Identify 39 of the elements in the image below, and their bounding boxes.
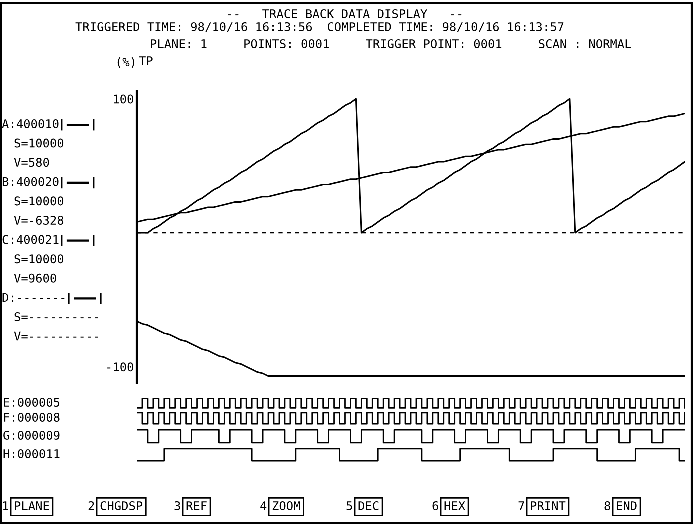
text: END (617, 502, 637, 510)
text: 6 (432, 501, 438, 510)
text: H:000011 (4, 449, 60, 458)
text: ZOOM (272, 501, 300, 510)
text: HEX (444, 502, 466, 510)
text: S=10000 (14, 254, 64, 264)
text: 5 (346, 502, 352, 510)
legend-label: A:400010 (2, 119, 59, 128)
text: REF (186, 502, 207, 510)
text: CHGDSP (100, 501, 143, 510)
text: S=10000 (14, 196, 64, 206)
legend-label: B:400020 (2, 177, 59, 186)
legend-label: C:400021 (2, 235, 59, 244)
text: 4 (260, 502, 267, 510)
legend-label: D:------- (2, 293, 65, 302)
text: 1 (3, 502, 8, 510)
text: V=580 (14, 158, 50, 168)
text: V=-6328 (14, 216, 64, 225)
text: F:000008 (4, 412, 60, 422)
text: TP (139, 56, 153, 66)
text: V=---------- (14, 332, 98, 341)
y-axis-title: (%) (118, 57, 135, 68)
chart-title: -- TRACE BACK DATA DISPLAY -- (228, 9, 462, 18)
text: 7 (518, 502, 524, 510)
text: DEC (358, 501, 379, 510)
text: E:000005 (4, 398, 60, 407)
text: PRINT (531, 502, 566, 510)
chart-subtitle: TRIGGERED TIME: 98/10/16 16:13:56 COMPLETED TIME: 98/10/16 16:13:57 (76, 22, 564, 32)
text: PLANE (15, 502, 50, 510)
text: 8 (604, 501, 610, 510)
y-tick-label: 100 (114, 94, 134, 104)
text: 3 (174, 501, 180, 510)
text: G:000009 (4, 430, 60, 440)
text: S=---------- (14, 312, 98, 322)
text: V=9600 (14, 274, 56, 283)
y-tick-label: -100 (108, 362, 134, 372)
text: 2 (88, 501, 94, 510)
text: PLANE: 1 POINTS: 0001 TRIGGER POINT: 0001 SCAN : NORMAL (151, 39, 632, 48)
text: S=10000 (14, 138, 64, 148)
